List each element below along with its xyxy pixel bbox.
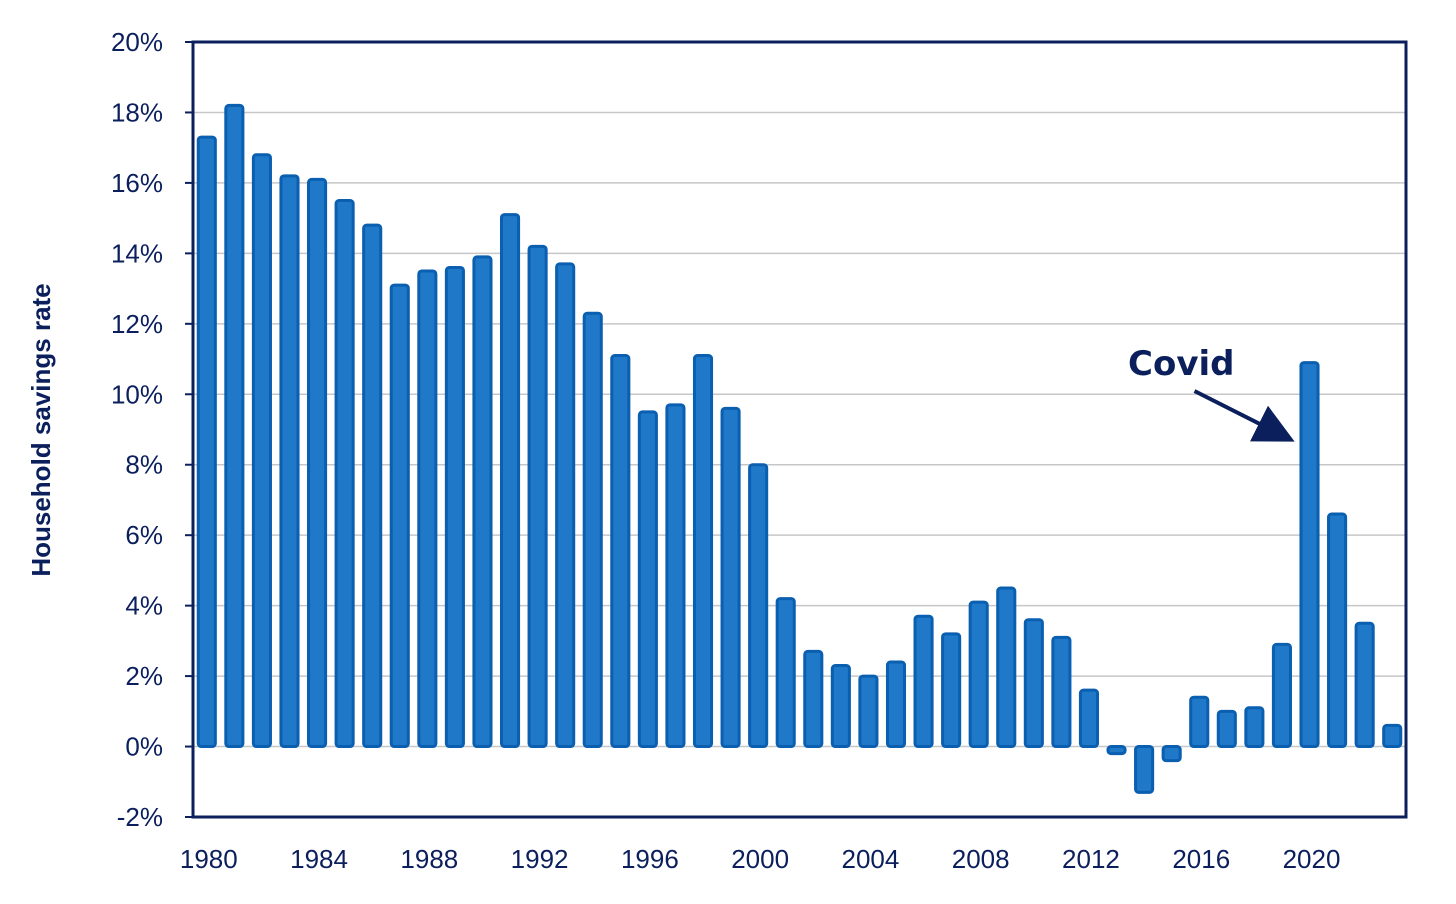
x-tick-label: 1984 [290,844,348,874]
bar-2007 [941,632,962,749]
y-tick-label: 20% [111,27,163,57]
bar-1987 [389,283,410,749]
y-tick-label: 16% [111,168,163,198]
y-tick-label: 2% [125,661,163,691]
bar-2003 [830,664,851,749]
x-tick-label: 2008 [952,844,1010,874]
x-tick-label: 2012 [1062,844,1120,874]
y-tick-label: 0% [125,732,163,762]
y-axis-label: Household savings rate [26,283,56,576]
bar-2020 [1299,361,1320,749]
bar-2005 [885,660,907,749]
x-tick-label: 2016 [1172,844,1230,874]
bar-2002 [803,649,824,749]
bar-2018 [1244,706,1265,749]
x-tick-label: 2020 [1283,844,1341,874]
bar-2015 [1161,745,1182,763]
bar-2012 [1078,688,1100,749]
bar-1991 [499,213,521,749]
x-tick-label: 1992 [511,844,569,874]
bar-1993 [555,262,576,749]
bar-2014 [1134,745,1155,794]
x-tick-label: 2000 [731,844,789,874]
bar-1984 [307,177,328,749]
bar-1990 [472,255,493,749]
bar-2023 [1382,723,1403,749]
bar-2022 [1354,621,1375,749]
y-tick-label: 8% [125,450,163,480]
x-axis: 1980 1984 1988 1992 1996 2000 2004 2008 2012 2016… [180,844,1341,874]
bars [196,103,1403,794]
bar-2010 [1023,618,1044,749]
bar-2000 [748,463,769,749]
bar-1988 [417,269,438,749]
y-tick-label: 18% [111,97,163,127]
bar-2008 [968,600,989,749]
x-tick-label: 2004 [841,844,899,874]
y-tick-label: 12% [111,309,163,339]
y-tick-label: -2% [117,802,163,832]
bar-1981 [224,103,245,749]
bar-2013 [1106,745,1127,756]
bar-2019 [1271,642,1292,749]
y-axis: -2% 0% 2% 4% 6% 8% 10% 12% 14% 16% 18% 20% [111,27,193,832]
annotation-arrow [1193,389,1295,442]
bar-2011 [1051,635,1072,749]
bar-1997 [665,403,686,749]
x-tick-label: 1980 [180,844,238,874]
bar-1995 [610,354,631,749]
bar-1992 [527,244,548,749]
x-tick-label: 1988 [400,844,458,874]
bar-1999 [720,406,741,749]
bar-2009 [996,586,1017,749]
y-tick-label: 6% [125,520,163,550]
bar-1998 [692,354,714,749]
bar-1986 [362,223,383,749]
bar-2017 [1216,709,1237,749]
bar-2001 [775,597,796,749]
y-tick-label: 14% [111,238,163,268]
bar-1985 [334,199,355,749]
bar-1983 [279,174,300,749]
bar-2021 [1327,512,1348,749]
annotation-label: Covid [1128,344,1234,384]
bar-1982 [251,153,272,749]
bar-1994 [582,311,603,749]
bar-2004 [858,674,879,749]
x-tick-label: 1996 [621,844,679,874]
annotations: Covid [1128,344,1295,442]
plot-frame [191,40,1408,819]
bar-1996 [637,410,658,749]
bar-1989 [444,265,465,749]
bar-2006 [913,614,934,749]
bar-2016 [1189,695,1210,749]
bar-1980 [196,135,217,749]
y-tick-label: 10% [111,379,163,409]
y-tick-label: 4% [125,591,163,621]
